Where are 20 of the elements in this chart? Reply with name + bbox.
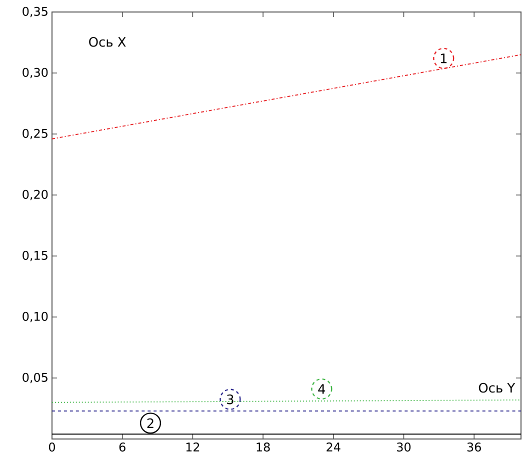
annotation: 4: [318, 384, 326, 394]
annotation: Ось Y: [478, 382, 516, 393]
x-tick-label: 24: [326, 442, 340, 452]
y-tick-label: 0,05: [22, 372, 48, 384]
x-tick-label: 6: [119, 442, 126, 452]
x-tick-label: 36: [467, 442, 481, 452]
y-tick-label: 0,35: [22, 6, 48, 18]
y-tick-label: 0,10: [22, 312, 48, 322]
annotation: Ось X: [89, 36, 126, 47]
y-tick-label: 0,25: [22, 128, 48, 140]
annotation: 2: [147, 418, 154, 428]
x-tick-label: 30: [397, 442, 411, 452]
annotation: 1: [440, 54, 447, 64]
x-tick-label: 12: [186, 442, 200, 452]
annotation: 3: [227, 394, 234, 404]
y-tick-label: 0,30: [22, 68, 48, 78]
y-tick-label: 0,15: [22, 250, 48, 262]
x-tick-label: 18: [256, 442, 270, 452]
x-tick-label: 0: [48, 442, 56, 452]
y-tick-label: 0,20: [22, 190, 48, 200]
